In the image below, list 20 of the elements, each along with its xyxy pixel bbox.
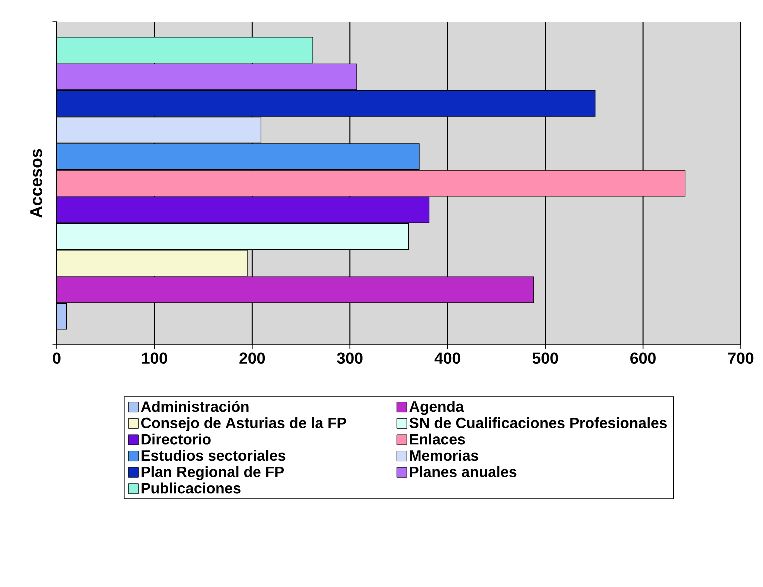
x-tick-label: 700 [728, 352, 754, 364]
x-tick-label: 0 [53, 352, 61, 364]
legend-label: Publicaciones [142, 482, 241, 494]
legend-label: Consejo de Asturias de la FP [142, 418, 346, 432]
legend-label: Estudios sectoriales [142, 450, 286, 462]
x-tick-label: 500 [532, 352, 558, 364]
x-tick-label: 200 [240, 352, 266, 364]
legend-label: Administración [141, 401, 249, 412]
x-tick-label: 400 [434, 352, 460, 364]
y-axis-title: Accesos [30, 149, 42, 218]
legend-label: Directorio [142, 434, 211, 445]
x-tick-label: 100 [142, 352, 168, 364]
x-tick-label: 300 [337, 352, 363, 364]
legend-label: Planes anuales [410, 466, 517, 478]
legend-label: SN de Cualificaciones Profesionales [410, 418, 667, 428]
legend-label: Plan Regional de FP [142, 466, 284, 480]
legend-label: Agenda [410, 401, 464, 416]
legend-label: Memorias [410, 450, 478, 462]
x-tick-label: 600 [630, 352, 656, 364]
legend-label: Enlaces [410, 434, 466, 445]
